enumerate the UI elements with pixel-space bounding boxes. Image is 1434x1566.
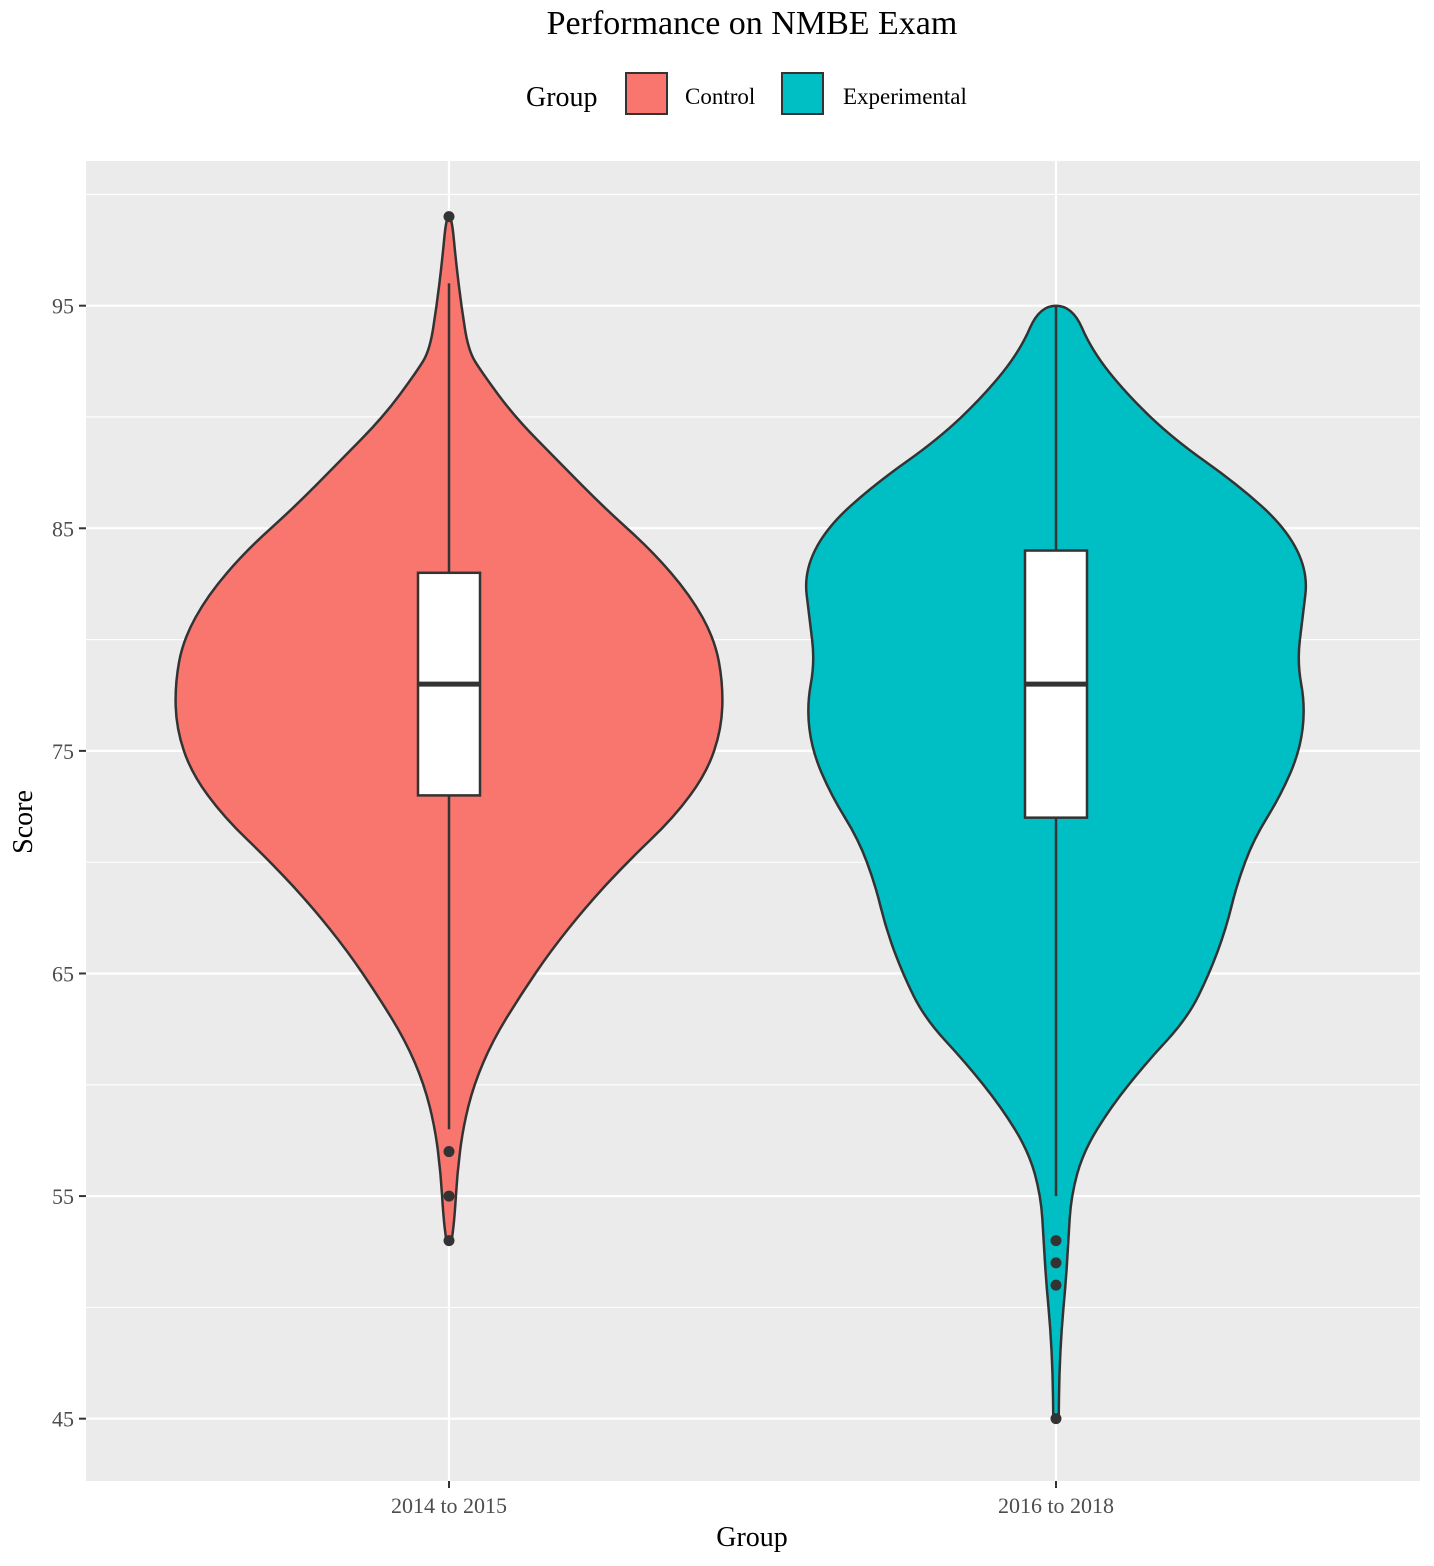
x-tick-label: 2016 to 2018 bbox=[998, 1493, 1114, 1518]
outlier-point bbox=[1050, 1279, 1062, 1291]
y-tick-label: 45 bbox=[52, 1407, 74, 1432]
y-tick-label: 65 bbox=[52, 961, 74, 986]
chart-title: Performance on NMBE Exam bbox=[547, 5, 958, 42]
legend-label-experimental: Experimental bbox=[843, 84, 967, 109]
y-tick-label: 85 bbox=[52, 516, 74, 541]
outlier-point bbox=[443, 1146, 455, 1158]
outlier-point bbox=[1050, 1257, 1062, 1269]
y-axis-title: Score bbox=[8, 790, 39, 854]
y-tick-label: 95 bbox=[52, 294, 74, 319]
outlier-point bbox=[1050, 1413, 1062, 1425]
y-tick-label: 55 bbox=[52, 1184, 74, 1209]
plot-area: 45 55 65 75 85 95 2014 to 2015 2016 to 2018 bbox=[52, 161, 1420, 1518]
outlier-point bbox=[443, 211, 455, 223]
outlier-point bbox=[443, 1235, 455, 1247]
outlier-point bbox=[443, 1190, 455, 1202]
legend-key-control bbox=[625, 72, 668, 115]
outlier-point bbox=[1050, 1235, 1062, 1247]
legend: Group Control Experimental bbox=[526, 72, 967, 115]
y-tick-label: 75 bbox=[52, 739, 74, 764]
legend-label-control: Control bbox=[685, 84, 755, 109]
legend-title: Group bbox=[526, 82, 598, 113]
x-tick-label: 2014 to 2015 bbox=[391, 1493, 507, 1518]
legend-key-experimental bbox=[781, 72, 824, 115]
x-axis-title: Group bbox=[716, 1522, 788, 1553]
